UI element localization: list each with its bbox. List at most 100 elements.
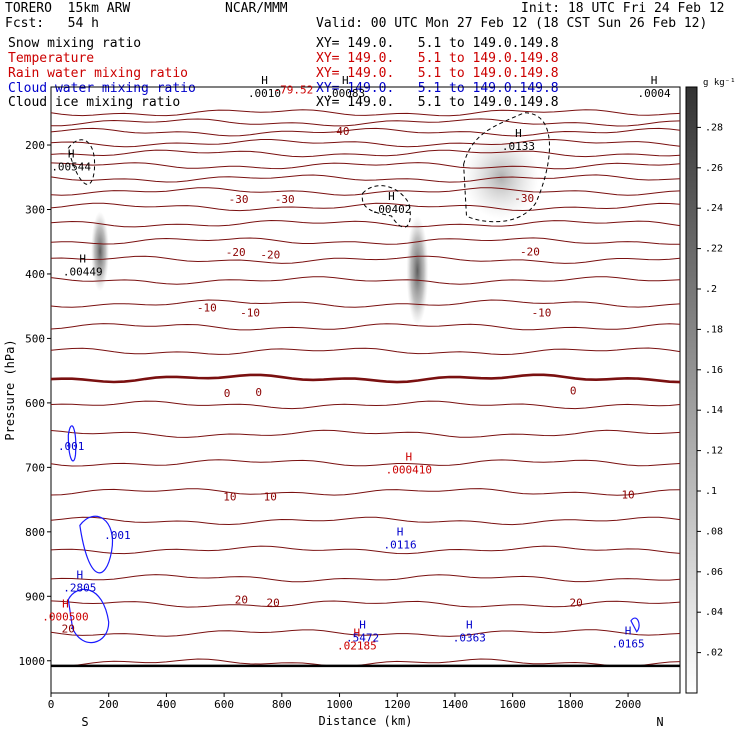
colorbar-unit: g kg⁻¹ xyxy=(703,78,736,88)
colorbar-tick-label: .08 xyxy=(705,526,723,537)
temperature-label: 0 xyxy=(255,386,262,399)
contour-label: -79.52 xyxy=(273,84,313,97)
temperature-label: -20 xyxy=(520,245,540,258)
extremum-marker: H xyxy=(515,127,522,140)
field-label-temperature: Temperature xyxy=(8,51,95,66)
field-xy-rain: XY= 149.0. 5.1 to 149.0.149.8 xyxy=(316,66,559,81)
temperature-label: 0 xyxy=(224,387,231,400)
extremum-value: .00544 xyxy=(51,161,91,174)
isotherm xyxy=(50,276,681,285)
field-label-snow: Snow mixing ratio xyxy=(8,36,142,51)
snow-shading xyxy=(463,135,540,220)
isotherm xyxy=(50,219,681,228)
extremum-value: .5472 xyxy=(346,631,379,644)
extremum-value: .000500 xyxy=(42,611,88,624)
temperature-label: 10 xyxy=(264,490,277,503)
x-tick-label: 800 xyxy=(272,698,292,711)
isotherm xyxy=(50,429,681,438)
colorbar-tick-label: .06 xyxy=(705,567,723,578)
isotherm xyxy=(50,488,681,496)
isotherm xyxy=(50,299,681,308)
contour-label: .001 xyxy=(104,529,131,542)
temperature-label: -40 xyxy=(330,125,350,138)
cloud-ice-contour xyxy=(463,112,550,223)
extremum-marker: H xyxy=(388,190,395,203)
x-tick-label: 1400 xyxy=(442,698,469,711)
x-tick-label: 1200 xyxy=(384,698,411,711)
x-tick-label: 2000 xyxy=(615,698,642,711)
y-tick-label: 400 xyxy=(25,268,45,281)
isotherm xyxy=(50,574,681,583)
extremum-value: .00449 xyxy=(63,266,103,279)
colorbar xyxy=(685,86,701,694)
extremum-value: .0116 xyxy=(384,538,417,551)
cloud-water-contour xyxy=(67,588,110,644)
valid-time: Valid: 00 UTC Mon 27 Feb 12 (18 CST Sun … xyxy=(316,16,708,31)
field-xy-temperature: XY= 149.0. 5.1 to 149.0.149.8 xyxy=(316,51,559,66)
x-tick-label: 1800 xyxy=(557,698,584,711)
extremum-marker: H xyxy=(466,618,473,631)
x-tick-label: 1600 xyxy=(499,698,526,711)
temperature-label: 10 xyxy=(621,488,634,501)
colorbar-tick-label: .1 xyxy=(705,486,717,497)
y-axis-label: Pressure (hPa) xyxy=(3,339,17,440)
temperature-label: -20 xyxy=(260,249,280,262)
model-name: TORERO 15km ARW xyxy=(5,1,131,16)
field-xy-snow: XY= 149.0. 5.1 to 149.0.149.8 xyxy=(316,36,559,51)
isotherm xyxy=(50,516,681,526)
colorbar-tick-label: .04 xyxy=(705,607,723,618)
extremum-marker: H xyxy=(68,148,75,161)
field-label-cloud-water: Cloud water mixing ratio xyxy=(8,81,196,96)
y-tick-label: 200 xyxy=(25,139,45,152)
isotherm xyxy=(50,400,681,410)
colorbar-tick-label: .26 xyxy=(705,163,723,174)
contour-label: .001 xyxy=(58,440,85,453)
isotherm xyxy=(51,118,681,127)
colorbar-tick-label: .16 xyxy=(705,365,723,376)
temperature-label: 20 xyxy=(570,597,583,610)
colorbar-tick-label: .24 xyxy=(705,203,723,214)
isotherm xyxy=(50,255,681,264)
extremum-marker: H xyxy=(79,253,86,266)
snow-shading xyxy=(406,215,429,326)
isotherm xyxy=(50,545,681,555)
extremum-marker: H xyxy=(405,451,412,464)
extremum-value: .000410 xyxy=(386,464,432,477)
temperature-label: -10 xyxy=(532,307,552,320)
colorbar-tick-label: .2 xyxy=(705,284,717,295)
temperature-label: -10 xyxy=(197,301,217,314)
temperature-label: 0 xyxy=(570,385,577,398)
extremum-value: .0133 xyxy=(502,140,535,153)
y-tick-label: 300 xyxy=(25,203,45,216)
colorbar-tick-label: .18 xyxy=(705,324,723,335)
cloud-ice-contour xyxy=(67,139,96,185)
extremum-value: .02185 xyxy=(337,640,377,653)
center-name: NCAR/MMM xyxy=(225,1,288,16)
plot-frame xyxy=(50,86,681,694)
y-tick-label: 700 xyxy=(25,461,45,474)
isotherm xyxy=(50,237,681,245)
y-tick-label: 800 xyxy=(25,526,45,539)
isotherm xyxy=(50,347,681,356)
field-label-cloud-ice: Cloud ice mixing ratio xyxy=(8,95,181,110)
extremum-marker: H xyxy=(261,74,268,87)
isotherm xyxy=(50,149,681,158)
x-tick-label: 400 xyxy=(156,698,176,711)
y-tick-label: 1000 xyxy=(19,655,46,668)
extremum-marker: H xyxy=(397,525,404,538)
temperature-label: 20 xyxy=(267,597,280,610)
x-tick-label: 200 xyxy=(99,698,119,711)
snow-shading xyxy=(91,211,110,292)
x-tick-label: 600 xyxy=(214,698,234,711)
extremum-value: .0363 xyxy=(453,631,486,644)
isotherm xyxy=(50,202,681,212)
extremum-value: .0010 xyxy=(248,87,281,100)
isotherm xyxy=(50,600,681,608)
extremum-marker: H xyxy=(359,618,366,631)
x-tick-label: 1000 xyxy=(326,698,353,711)
temperature-label: -30 xyxy=(514,192,534,205)
x-tick-label: 0 xyxy=(48,698,55,711)
colorbar-tick-label: .22 xyxy=(705,244,723,255)
extremum-marker: H xyxy=(651,74,658,87)
